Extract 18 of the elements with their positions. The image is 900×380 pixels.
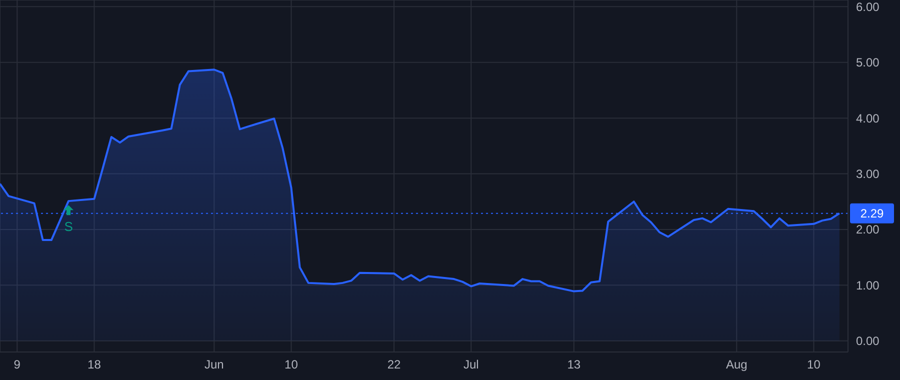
- ref-line-label: 2.29: [860, 206, 884, 220]
- y-tick-label: 3.00: [856, 167, 880, 182]
- x-tick-label: Jun: [204, 358, 224, 372]
- x-tick-label: Jul: [463, 358, 479, 372]
- x-tick-label: Aug: [726, 358, 748, 372]
- y-tick-label: 2.00: [856, 222, 880, 237]
- x-tick-label: 13: [567, 358, 581, 372]
- x-tick-label: 9: [14, 358, 21, 372]
- x-tick-label: 10: [807, 358, 821, 372]
- y-tick-label: 5.00: [856, 56, 880, 70]
- y-tick-label: 1.00: [856, 278, 880, 292]
- y-tick-label: 6.00: [856, 0, 880, 14]
- x-tick-label: 18: [88, 358, 102, 372]
- x-tick-label: 10: [284, 358, 298, 372]
- y-tick-label: 0.00: [856, 334, 880, 348]
- x-tick-label: 22: [387, 358, 402, 372]
- y-tick-label: 4.00: [856, 111, 880, 126]
- annotation: S: [64, 219, 74, 234]
